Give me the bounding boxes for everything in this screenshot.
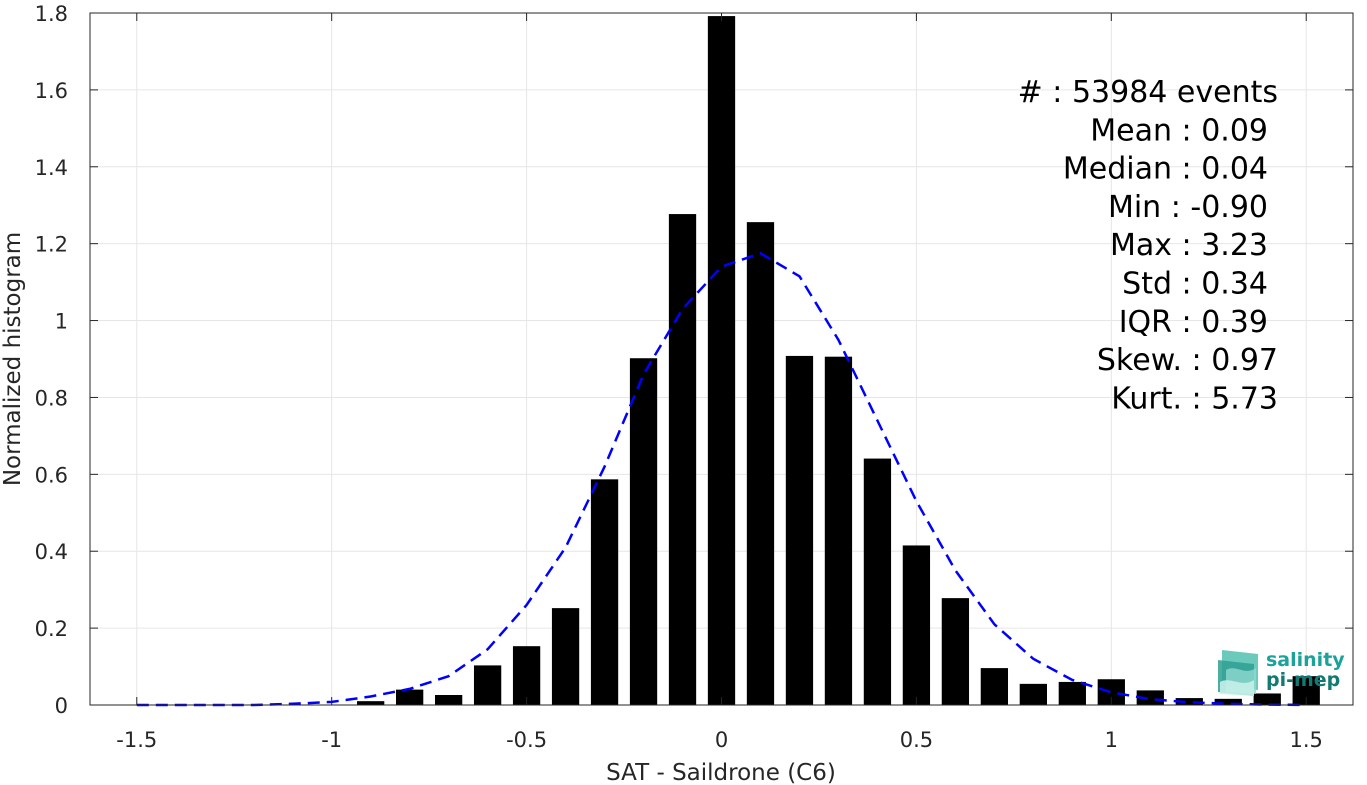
histogram-bar [863, 458, 892, 705]
y-tick-label: 1 [55, 310, 68, 334]
x-axis-title: SAT - Saildrone (C6) [606, 760, 836, 785]
logo-mark-icon [1218, 650, 1258, 696]
y-tick-label: 0 [55, 694, 68, 718]
y-tick-label: 0.4 [35, 540, 68, 564]
stat-line: Std : 0.34 [1122, 267, 1268, 302]
stat-line: Median : 0.04 [1063, 152, 1268, 187]
x-tick-label: -1.5 [116, 728, 157, 752]
histogram-bar [785, 355, 814, 705]
stat-line: Max : 3.23 [1110, 228, 1268, 263]
y-tick-label: 0.2 [35, 617, 68, 641]
stat-line: Mean : 0.09 [1090, 113, 1268, 148]
histogram-bar [746, 222, 775, 706]
histogram-bar [1214, 698, 1242, 705]
y-tick-label: 1.2 [35, 233, 68, 257]
histogram-bar [590, 479, 619, 705]
stat-line: Min : -0.90 [1108, 190, 1268, 225]
bars [357, 16, 1320, 706]
salinity-pi-mep-logo: salinity pi-mep [1218, 649, 1345, 696]
histogram-bar [629, 358, 658, 705]
x-tick-label: 1 [1105, 728, 1118, 752]
stat-line: # : 53984 events [1018, 75, 1278, 110]
x-tick-label: -0.5 [506, 728, 547, 752]
histogram-bar [473, 665, 502, 705]
histogram-bar [396, 689, 424, 705]
stat-line: IQR : 0.39 [1119, 305, 1268, 340]
histogram-bar [1253, 693, 1281, 705]
histogram-bar [1058, 681, 1086, 705]
histogram-bar [902, 545, 931, 705]
histogram-bar [980, 668, 1009, 705]
logo-text-salinity: salinity [1266, 649, 1345, 671]
histogram-bar [357, 701, 385, 705]
histogram-bar [1019, 683, 1047, 705]
histogram-bar [512, 646, 541, 705]
y-tick-label: 0.6 [35, 463, 68, 487]
histogram-bar [1136, 690, 1164, 705]
x-tick-label: 0 [715, 728, 728, 752]
y-tick-label: 1.4 [35, 156, 68, 180]
x-tick-label: 0.5 [900, 728, 933, 752]
histogram-bar [668, 214, 697, 705]
stat-line: Kurt. : 5.73 [1111, 381, 1278, 416]
y-tick-label: 1.8 [35, 2, 68, 26]
stat-line: Skew. : 0.97 [1097, 343, 1278, 378]
histogram-bar [551, 608, 580, 705]
y-tick-label: 1.6 [35, 79, 68, 103]
axis-ticks: -1.5 -1 -0.5 0 0.5 1 1.5 0 0.2 0.4 0.6 0.8 1 1.2 1.4 1.… [35, 2, 1353, 752]
y-axis-title: Normalized histogram [0, 232, 26, 486]
histogram-bar [707, 16, 736, 705]
logo-text-pi-mep: pi-mep [1266, 669, 1340, 691]
histogram-bar [1175, 698, 1203, 705]
x-tick-label: 1.5 [1290, 728, 1323, 752]
y-tick-label: 0.8 [35, 386, 68, 410]
histogram-bar [824, 356, 853, 705]
x-tick-label: -1 [321, 728, 342, 752]
histogram-bar [941, 598, 970, 705]
histogram-bar [434, 695, 463, 705]
